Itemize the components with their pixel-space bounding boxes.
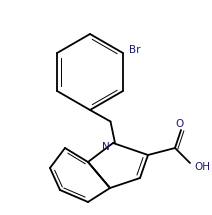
Text: Br: Br [129,45,140,55]
Text: O: O [176,119,184,129]
Text: N: N [102,142,110,152]
Text: OH: OH [194,162,210,172]
